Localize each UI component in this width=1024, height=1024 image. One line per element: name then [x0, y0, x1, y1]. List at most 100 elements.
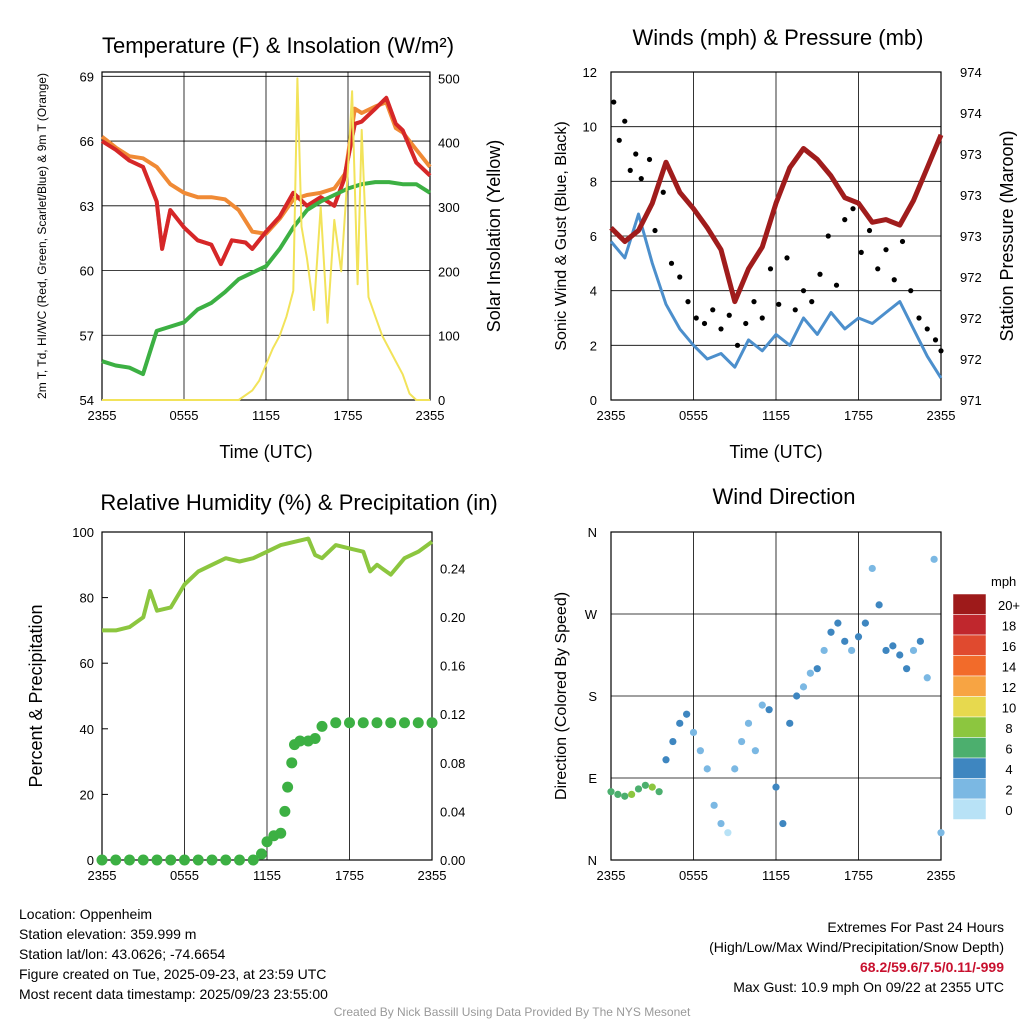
dir-legend-swatch: [952, 757, 987, 779]
dir-direction-point: [896, 651, 904, 659]
dir-direction-point: [882, 646, 890, 655]
rh-precipitation-point: [137, 854, 149, 866]
dir-legend-swatch: [952, 737, 987, 759]
wind-gust-point: [825, 233, 831, 239]
dir-legend-swatch: [952, 634, 987, 656]
wind-gust-point: [858, 249, 864, 255]
temp-y-axis-label: 2m T, Td, HI/WC (Red, Green, Scarlet/Blu…: [35, 73, 49, 399]
wind-gust-point: [743, 320, 749, 327]
rh-y-tick-label: 100: [72, 525, 94, 540]
rh-precipitation-point: [110, 854, 122, 866]
dir-legend-title: mph: [991, 574, 1016, 589]
rh-title: Relative Humidity (%) & Precipitation (i…: [100, 490, 497, 515]
temp-series-hi-wc: [100, 95, 432, 267]
dir-direction-point: [903, 665, 911, 673]
wind-y-tick-label: 4: [590, 284, 597, 299]
wind-gust-point: [784, 255, 790, 261]
rh-precipitation-point: [96, 854, 108, 866]
dir-direction-point: [786, 719, 794, 727]
rh-x-tick-label: 1155: [253, 868, 281, 883]
rh-precipitation-point: [206, 854, 218, 866]
wind-gust-point: [622, 118, 628, 124]
dir-direction-point: [793, 692, 801, 700]
temp-y-tick-label: 63: [80, 199, 94, 214]
temp-y2-tick-label: 500: [438, 71, 460, 86]
rh-y2-tick-label: 0.00: [440, 853, 465, 868]
temp-y2-tick-label: 200: [438, 264, 460, 279]
dir-legend-label: 6: [1005, 742, 1012, 757]
wind-y2-tick-label: 972: [960, 311, 982, 326]
wind-x-tick-label: 2355: [927, 408, 956, 423]
wind-y-tick-label: 2: [590, 338, 597, 353]
dir-direction-point: [751, 747, 759, 755]
temp-series-td: [101, 180, 432, 377]
temp-y2-tick-label: 100: [438, 329, 460, 344]
dir-legend-label: 12: [1002, 680, 1016, 695]
rh-precipitation-point: [399, 717, 410, 729]
temp-y-tick-label: 66: [80, 134, 94, 149]
wind-y-tick-label: 6: [590, 229, 597, 244]
wind-x-tick-label: 1155: [762, 408, 790, 423]
wind-gust-point: [751, 299, 757, 305]
dir-y-tick-label: N: [588, 525, 597, 540]
dir-direction-point: [634, 785, 643, 793]
rh-x-tick-label: 2355: [88, 868, 117, 883]
wind-y-axis-label: Sonic Wind & Gust (Blue, Black): [553, 121, 570, 350]
rh-precipitation-point: [286, 757, 298, 769]
dir-direction-point: [889, 642, 897, 650]
wind-gust-point: [718, 326, 724, 332]
rh-precipitation-point: [316, 720, 328, 732]
rh-precipitation-point: [124, 854, 135, 866]
dir-direction-point: [724, 829, 732, 837]
extremes-values: 68.2/59.6/7.5/0.11/-999: [859, 959, 1004, 975]
wind-gust-point: [809, 299, 815, 305]
rh-precipitation-point: [330, 717, 342, 729]
dir-legend-swatch: [952, 778, 987, 800]
rh-precipitation-point: [275, 827, 287, 839]
dir-legend-label: 14: [1002, 660, 1016, 675]
dir-legend-label: 4: [1005, 762, 1012, 777]
dir-direction-point: [916, 637, 924, 645]
wind-x-axis-label: Time (UTC): [729, 442, 822, 462]
dir-y-tick-label: W: [585, 607, 598, 622]
dir-direction-point: [676, 719, 684, 727]
dir-y-tick-label: S: [588, 689, 597, 704]
wind-gust-point: [660, 189, 666, 195]
dir-direction-point: [669, 737, 677, 746]
dir-legend-label: 20+: [998, 598, 1020, 613]
temp-y-tick-label: 57: [80, 328, 94, 343]
wind-gust-point: [850, 206, 856, 212]
rh-x-tick-label: 1755: [335, 868, 364, 883]
wind-x-tick-label: 0555: [679, 408, 708, 423]
station-info: Location: Oppenheim Station elevation: 3…: [19, 904, 328, 1004]
rh-precipitation-point: [357, 717, 369, 729]
rh-precipitation-point: [385, 717, 397, 729]
wind-gust-point: [710, 307, 716, 313]
wind-y2-tick-label: 974: [960, 65, 982, 80]
temp-x-tick-label: 0555: [170, 408, 199, 423]
dir-direction-point: [738, 737, 746, 746]
dir-direction-point: [744, 719, 753, 727]
dir-direction-point: [923, 674, 931, 682]
extremes-title: Extremes For Past 24 Hours: [827, 919, 1004, 935]
dir-direction-point: [799, 683, 808, 691]
rh-precipitation-point: [247, 854, 259, 866]
dir-y-tick-label: E: [588, 771, 597, 786]
wind-y2-tick-label: 973: [960, 188, 982, 203]
dir-direction-point: [827, 628, 835, 636]
wind-gust-point: [611, 99, 617, 105]
dir-direction-point: [772, 783, 780, 791]
dir-direction-point: [655, 788, 663, 796]
rh-precipitation-point: [309, 733, 321, 745]
temp-y-tick-label: 69: [80, 69, 94, 84]
dir-direction-point: [765, 706, 773, 714]
dir-x-tick-label: 0555: [679, 868, 708, 883]
dir-direction-point: [641, 781, 649, 789]
wind-gust-point: [693, 315, 699, 321]
rh-precipitation-point: [282, 781, 294, 793]
wind-gust-point: [938, 348, 944, 354]
wind-series-station-pressure: [609, 133, 944, 305]
rh-y-axis-label: Percent & Precipitation: [26, 604, 46, 787]
dir-legend-swatch: [952, 614, 987, 636]
dir-direction-point: [868, 564, 876, 573]
